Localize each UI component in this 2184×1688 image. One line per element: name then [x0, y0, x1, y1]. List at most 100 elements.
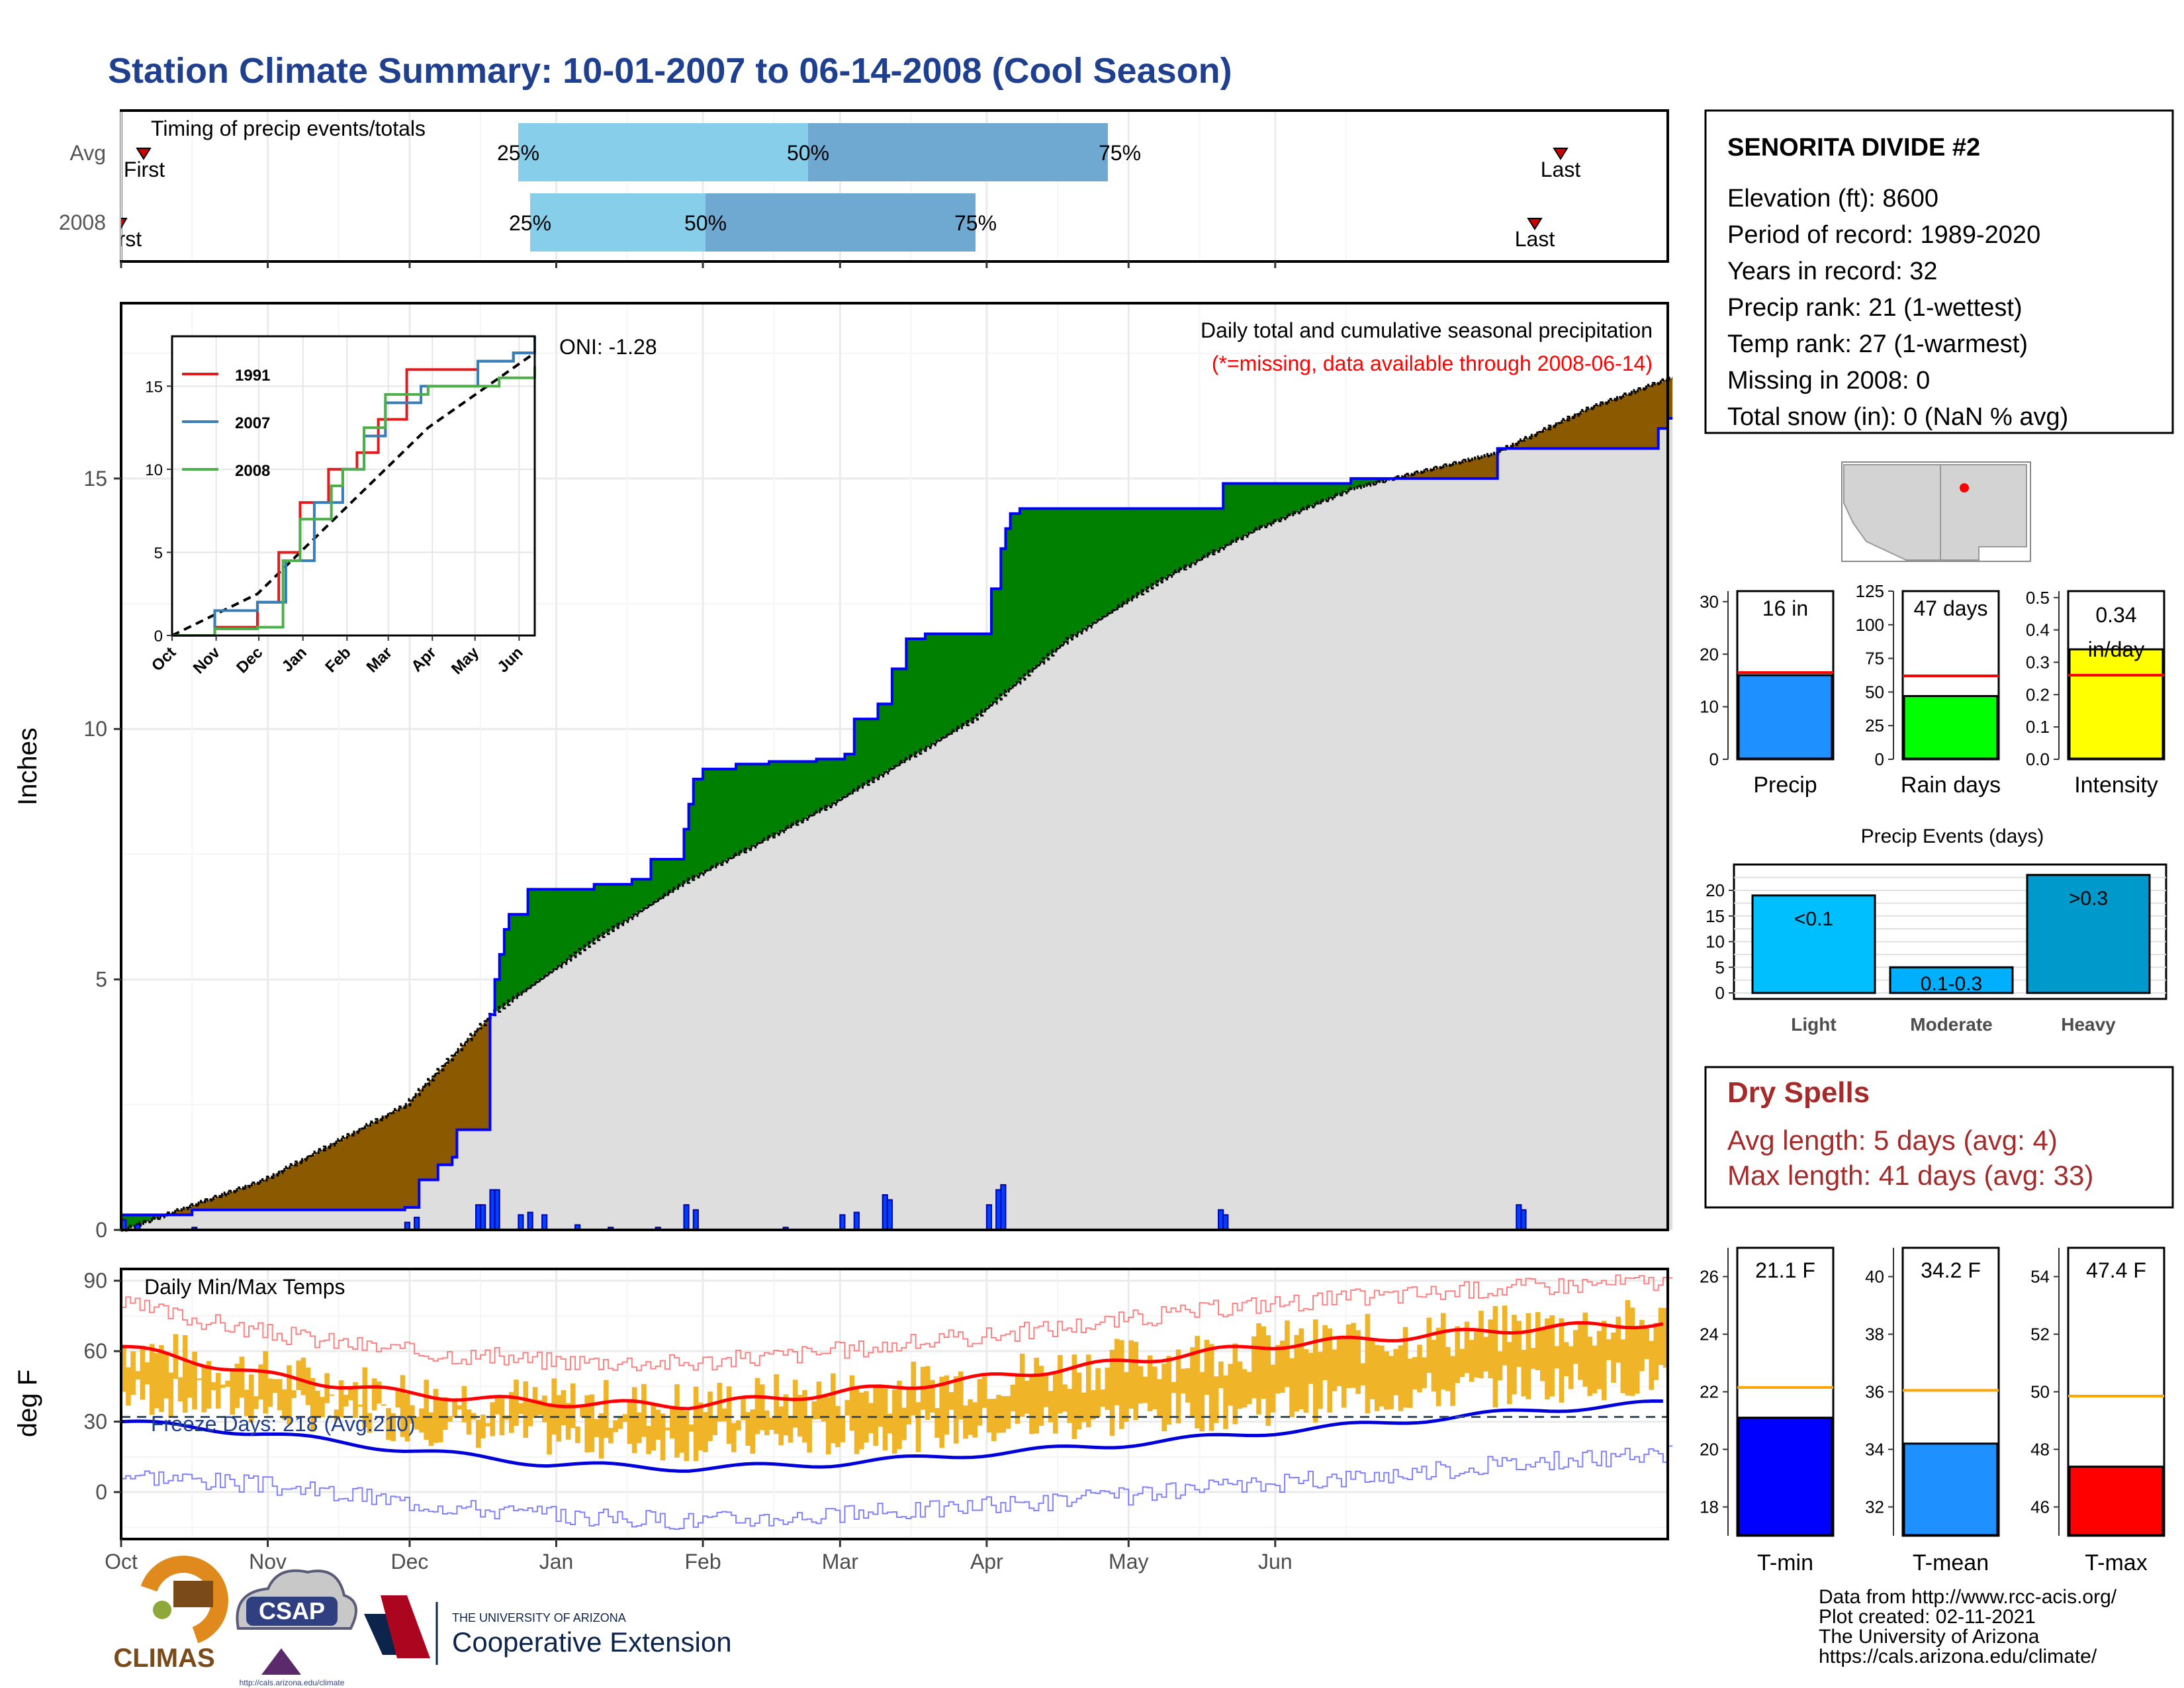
- temp-daily-bar: [811, 1401, 817, 1420]
- month-tick-label: Oct: [105, 1550, 138, 1573]
- temp-daily-bar: [1298, 1328, 1304, 1410]
- avg-p25-label: 25%: [497, 141, 539, 165]
- daily-precip-bar: [1000, 1184, 1007, 1231]
- temp-daily-bar: [1081, 1392, 1087, 1423]
- temp-daily-bar: [1279, 1340, 1285, 1393]
- y2008-cumulative-line: [121, 417, 1673, 1217]
- temp-daily-bar: [1024, 1380, 1030, 1414]
- temp-daily-bar: [840, 1415, 845, 1442]
- mini-bar-tick-label: 50: [1865, 682, 1884, 702]
- temp-daily-bar: [1662, 1307, 1668, 1368]
- avg-p50-label: 50%: [787, 141, 829, 165]
- temp-daily-bar: [783, 1394, 789, 1436]
- csap-mountain-shape: [261, 1648, 301, 1675]
- station-line-snow: Total snow (in): 0 (NaN % avg): [1727, 403, 2068, 431]
- temp-daily-bar: [343, 1394, 349, 1407]
- timing-row-2008: 2008: [59, 211, 106, 234]
- temp-daily-bar: [679, 1409, 684, 1453]
- inset-legend-2007: 2007: [235, 414, 270, 432]
- temp-daily-bar: [1384, 1351, 1389, 1410]
- events-bar-text: <0.1: [1794, 908, 1833, 930]
- temp-daily-bar: [670, 1407, 675, 1439]
- daily-precip-bar: [1520, 1209, 1527, 1231]
- temp-daily-bar: [457, 1405, 463, 1410]
- inset-frame: [171, 335, 536, 637]
- temp-bar-label: T-min: [1757, 1550, 1813, 1575]
- temp-panel: 0 30 60 90 Oct Nov Dec Jan Feb Mar Apr May Jun Dail…: [13, 261, 1673, 1573]
- temp-daily-bar: [660, 1413, 666, 1461]
- temp-daily-bar: [1521, 1350, 1527, 1397]
- freeze-days-label: Freeze Days: 218 (Avg:210): [151, 1412, 416, 1436]
- temp-daily-bar: [1568, 1346, 1574, 1389]
- y2008-p75-label: 75%: [954, 211, 997, 235]
- temp-daily-bar: [419, 1408, 424, 1433]
- temp-daily-bar: [357, 1405, 363, 1407]
- temp-daily-bar: [1185, 1368, 1191, 1403]
- temp-daily-bar: [1596, 1331, 1602, 1389]
- temp-daily-bar: [1393, 1348, 1399, 1395]
- temp-daily-bar: [1455, 1326, 1461, 1383]
- ua-big-text: Cooperative Extension: [452, 1626, 732, 1658]
- month-tick-label: Jun: [1258, 1550, 1293, 1573]
- temp-daily-bar: [944, 1375, 950, 1435]
- temp-daily-bar: [901, 1407, 907, 1440]
- y2008-last-marker: [1527, 218, 1543, 230]
- month-tick-label: Apr: [970, 1550, 1003, 1573]
- month-tick-label: Jan: [539, 1550, 574, 1573]
- temp-daily-bar: [1029, 1374, 1034, 1434]
- temp-daily-bar: [1171, 1382, 1177, 1393]
- tmax-record-line: [121, 1274, 1673, 1372]
- temp-daily-bar: [1525, 1313, 1531, 1399]
- mini-bar-tick-label: 10: [1700, 697, 1719, 717]
- temp-daily-bar: [977, 1379, 983, 1426]
- temp-daily-bar: [1043, 1373, 1049, 1407]
- temp-daily-bar: [1142, 1376, 1148, 1403]
- mini-bar-fill: [2068, 648, 2164, 760]
- oni-label: ONI: -1.28: [559, 335, 657, 359]
- temp-daily-bar: [310, 1378, 316, 1432]
- daily-precip-bar: [541, 1214, 548, 1231]
- month-x-axis: Oct Nov Dec Jan Feb Mar Apr May Jun: [105, 261, 1293, 1573]
- daily-precip-bar: [839, 1214, 846, 1231]
- temp-daily-bar: [1516, 1321, 1522, 1367]
- mini-bar-tick-label: 0: [1709, 749, 1719, 769]
- temp-daily-bar: [1611, 1332, 1616, 1383]
- station-frame: [1704, 109, 2174, 434]
- temp-daily-bar: [958, 1371, 964, 1420]
- temp-daily-bar: [1587, 1336, 1593, 1396]
- temp-bar-value: 21.1 F: [1755, 1258, 1815, 1282]
- temp-daily-bar: [367, 1413, 373, 1433]
- temp-daily-bar: [437, 1400, 443, 1442]
- inset-y-axis: 0 5 10 15: [145, 378, 172, 645]
- temp-bar-tick-label: 34: [1865, 1440, 1884, 1460]
- temp-daily-bar: [1365, 1313, 1371, 1414]
- temp-daily-bar: [163, 1352, 169, 1399]
- temp-anomaly-bars: [121, 1300, 1668, 1462]
- temp-daily-bar: [1223, 1375, 1228, 1429]
- temp-daily-bar: [1261, 1326, 1267, 1399]
- daily-precip-bar: [995, 1189, 1002, 1231]
- temp-daily-bar: [1147, 1355, 1153, 1412]
- temp-daily-bar: [386, 1408, 391, 1440]
- temp-daily-bar: [1578, 1323, 1583, 1380]
- events-bar: [1751, 894, 1876, 994]
- temp-daily-bar: [1653, 1323, 1659, 1380]
- temp-daily-bar: [792, 1380, 798, 1428]
- temp-daily-bar: [1459, 1348, 1465, 1378]
- inset-ytick-label: 15: [145, 378, 163, 396]
- temp-daily-bar: [1582, 1312, 1588, 1387]
- temp-daily-bar: [1629, 1307, 1635, 1396]
- temp-daily-bar: [1166, 1356, 1172, 1425]
- month-tick-label: May: [1109, 1550, 1148, 1573]
- tmin-record-line: [121, 1445, 1673, 1530]
- timing-panel: Timing of precip events/totals Avg 2008 …: [59, 109, 1669, 263]
- temp-daily-bar: [603, 1380, 609, 1438]
- temp-daily-bar: [192, 1351, 197, 1410]
- temp-daily-bar: [490, 1402, 496, 1436]
- temp-daily-bar: [225, 1380, 230, 1387]
- temp-daily-bar: [1435, 1327, 1441, 1407]
- daily-precip-bar: [518, 1214, 524, 1231]
- daily-precip-bar: [882, 1194, 888, 1231]
- temp-daily-bar: [1379, 1345, 1385, 1407]
- temp-daily-bar: [1332, 1349, 1338, 1391]
